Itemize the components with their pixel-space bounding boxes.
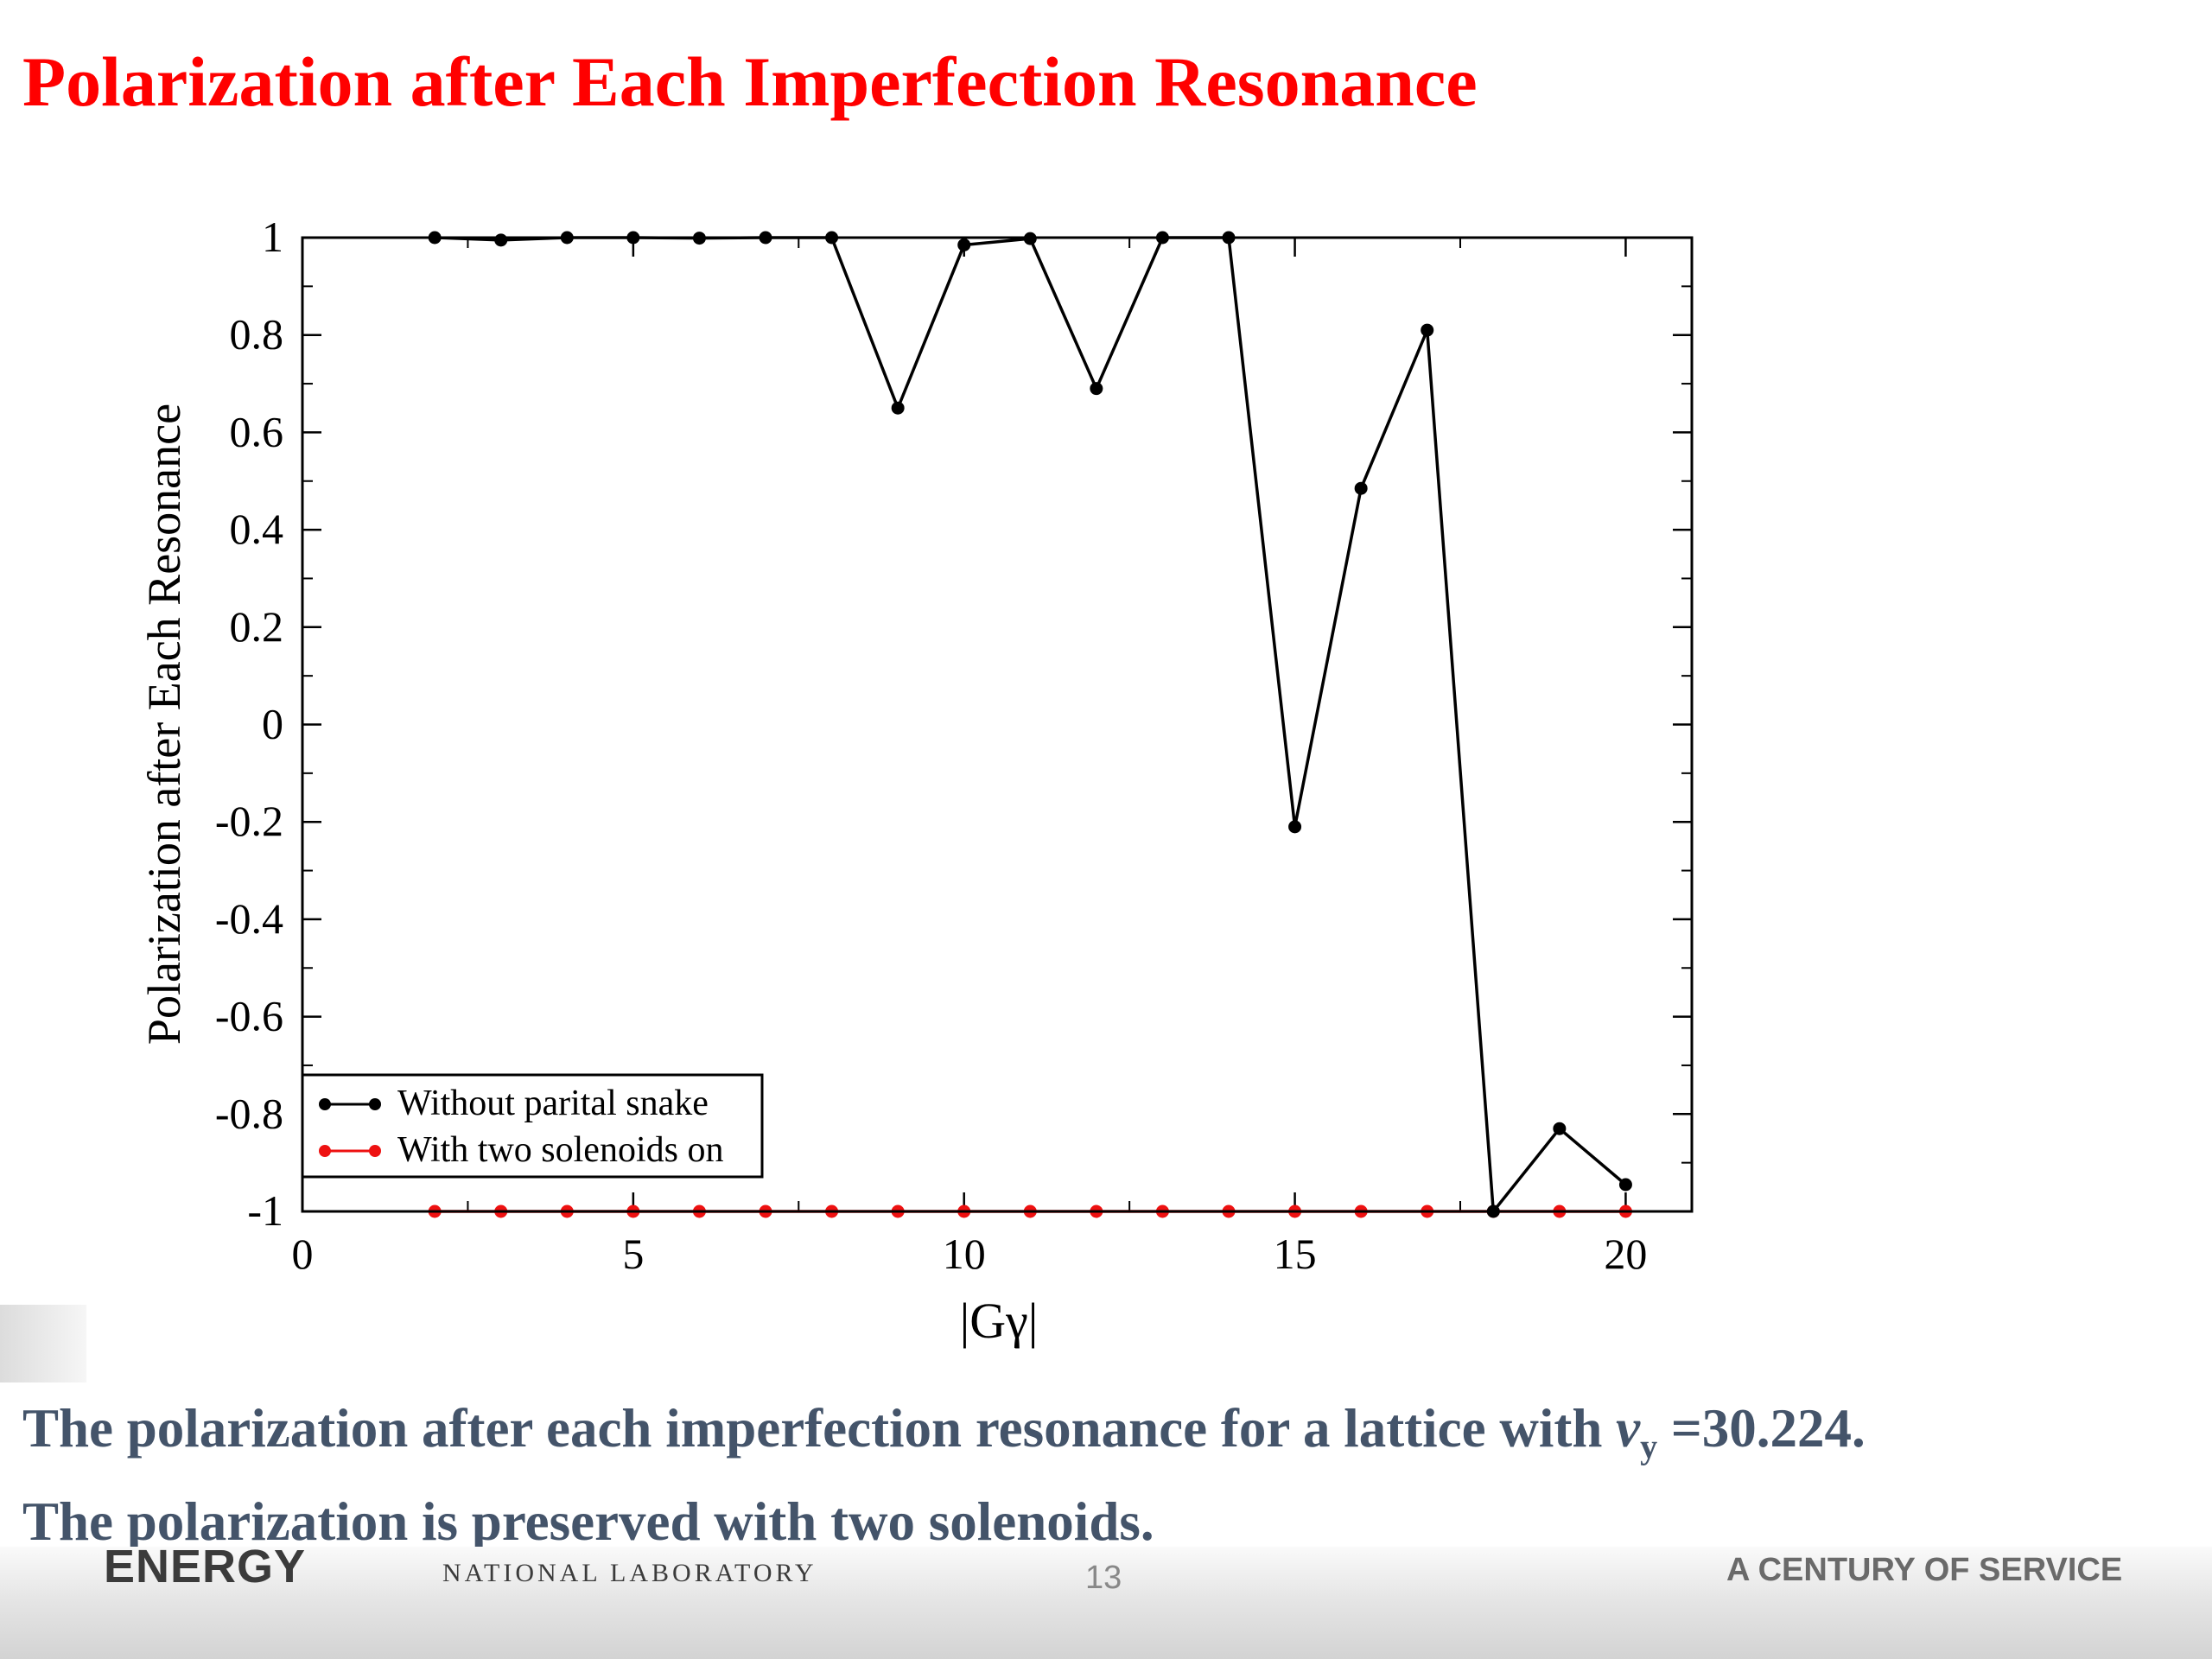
y-tick-label: 0.6 [230,407,284,455]
y-tick-labels: 1 0.8 0.6 0.4 0.2 0 -0.2 -0.4 -0.6 -0.8 -1 [215,213,283,1235]
y-tick-label: 0 [262,700,283,748]
y-tick-label: -0.6 [215,992,283,1040]
data-point-without-partial-snake [494,233,508,247]
x-tick-label: 20 [1604,1230,1647,1278]
plot-frame [301,236,1694,1213]
slide-title: Polarization after Each Imperfection Res… [22,42,1478,121]
century-of-service-logo: A CENTURY OF SERVICE [1726,1552,2123,1588]
data-point-without-partial-snake [1090,382,1103,396]
y-tick-label: 0.2 [230,602,284,651]
x-axis-label: |Gγ| [960,1293,1039,1349]
legend: Without parital snake With two solenoids… [301,1073,764,1179]
legend-marker-with [369,1145,381,1157]
legend-label-with: With two solenoids on [397,1130,723,1170]
y-tick-label: 0.4 [230,505,284,553]
y-tick-label: -0.8 [215,1089,283,1137]
y-tick-label: 0.8 [230,310,284,359]
slide-caption: The polarization after each imperfection… [22,1391,2191,1559]
legend-marker-without [319,1098,331,1110]
data-point-without-partial-snake [1288,820,1302,834]
x-tick-label: 5 [622,1230,644,1278]
caption-line2: The polarization is preserved with two s… [22,1491,1154,1552]
background-streak [0,1305,86,1382]
y-tick-label: -1 [247,1186,283,1235]
caption-line1-pre: The polarization after each imperfection… [22,1398,1617,1459]
caption-sub: y [1640,1427,1658,1466]
page-number: 13 [1085,1560,1122,1596]
y-axis-label: Polarization after Each Resonance [138,404,190,1045]
y-tick-label: -0.4 [215,894,283,943]
bnl-logo: NATIONAL LABORATORY [442,1559,817,1587]
y-tick-label: 1 [262,213,283,261]
legend-marker-without [369,1098,381,1110]
data-point-without-partial-snake [1618,1178,1632,1192]
data-point-without-partial-snake [1553,1122,1567,1135]
data-point-without-partial-snake [1421,323,1434,337]
data-point-without-partial-snake [957,238,971,251]
polarization-chart: 0 5 10 15 20 1 0.8 0.6 0.4 0.2 0 -0.2 -0.4 -0.6 -0.8 -… [138,213,1694,1349]
y-tick-label: -0.2 [215,797,283,845]
x-tick-labels: 0 5 10 15 20 [292,1230,1648,1278]
footer-band [0,1547,2212,1659]
legend-box [301,1073,764,1179]
caption-line1-post: =30.224. [1657,1398,1866,1459]
minor-ticks [302,238,1692,1211]
caption-nu: ν [1616,1398,1641,1459]
legend-marker-with [319,1145,331,1157]
legend-label-without: Without parital snake [397,1084,709,1123]
data-point-without-partial-snake [891,401,905,415]
data-point-without-partial-snake [1354,481,1368,495]
series-layer [428,231,1632,1218]
x-tick-label: 10 [943,1230,986,1278]
energy-logo: ENERGY [104,1541,307,1592]
series-line-without-partial-snake [435,236,1627,1213]
x-tick-label: 0 [292,1230,314,1278]
x-tick-label: 15 [1274,1230,1317,1278]
